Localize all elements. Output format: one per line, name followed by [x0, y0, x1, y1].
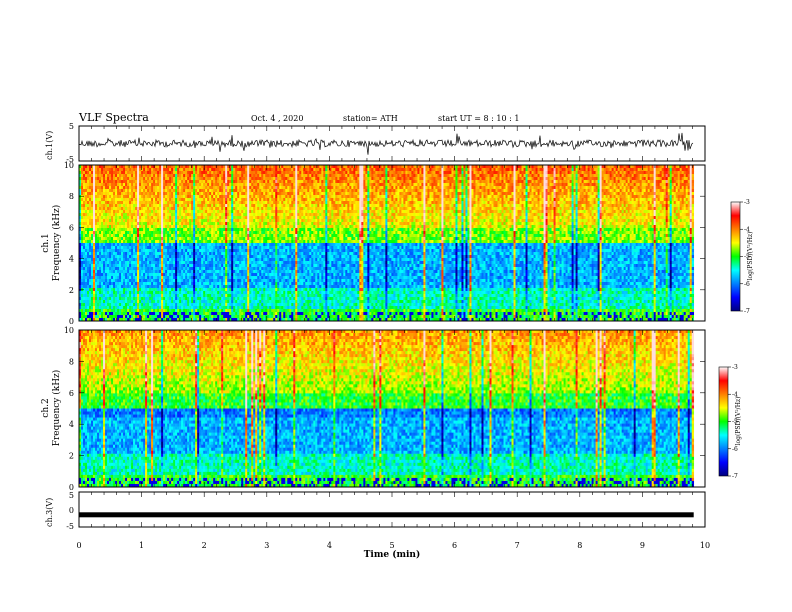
x-tick-label: 8 [577, 541, 582, 550]
frequency-tick-label: 4 [69, 255, 74, 264]
frequency-tick-label: 10 [64, 161, 74, 170]
colorbar-tick-label: -6 [732, 446, 738, 453]
frequency-tick-label: 4 [69, 420, 74, 429]
ch3-ytick-0: 0 [69, 506, 74, 515]
x-tick-label: 6 [452, 541, 457, 550]
ch1-spectrogram-ylabel-line1: ch.1 [41, 233, 51, 252]
ch2-spectrogram-image [79, 330, 694, 487]
frequency-tick-label: 0 [69, 317, 74, 326]
ch2-spectrogram-ylabel-line2: Frequency (kHz) [51, 370, 62, 447]
frequency-tick-label: 2 [69, 286, 74, 295]
x-tick-label: 10 [700, 541, 710, 550]
ch3-ytick-5: 5 [69, 491, 74, 500]
ch3-waveform-ylabel: ch.3(V) [45, 498, 54, 527]
x-tick-label: 2 [202, 541, 207, 550]
colorbar-ch2: -3-4-5-6-7 log(PSD)(V²/Hz) [719, 364, 742, 480]
ch3-waveform-trace [79, 512, 694, 517]
panel-ch3-waveform: 5 0 -5 ch.3(V) [45, 491, 705, 531]
frequency-tick-label: 10 [64, 326, 74, 335]
x-tick-label: 5 [389, 541, 394, 550]
colorbar-ch2-label: log(PSD)(V²/Hz) [735, 397, 742, 446]
colorbar-ch1-label: log(PSD)(V²/Hz) [747, 232, 754, 281]
colorbar-tick-label: -3 [744, 199, 750, 206]
colorbar-tick-label: -6 [744, 281, 750, 288]
frequency-tick-label: 2 [69, 452, 74, 461]
x-tick-label: 1 [139, 541, 144, 550]
colorbar-tick-label: -3 [732, 364, 738, 371]
x-tick-label: 0 [76, 541, 81, 550]
ch1-spectrogram-image [79, 165, 694, 321]
panel-ch1-waveform: 5 -5 ch.1(V) [45, 122, 705, 164]
ch2-spectrogram-ylabel-line1: ch.2 [41, 398, 51, 417]
ch1-ytick-5: 5 [69, 122, 74, 131]
frequency-tick-label: 6 [69, 223, 74, 232]
ch3-ytick-minus5: -5 [66, 522, 74, 531]
panel-ch1-spectrogram: 0 2 4 6 8 10 ch.1 Frequency (kHz) [41, 161, 705, 326]
x-axis-label: Time (min) [364, 549, 421, 560]
x-tick-label: 3 [264, 541, 269, 550]
frequency-tick-label: 8 [69, 192, 74, 201]
colorbar-tick-label: -7 [744, 308, 750, 315]
colorbar-tick-label: -7 [732, 473, 738, 480]
ch1-waveform-ylabel: ch.1(V) [45, 131, 54, 160]
frequency-tick-label: 8 [69, 357, 74, 366]
x-tick-label: 9 [640, 541, 645, 550]
ch1-spectrogram-ylabel-line2: Frequency (kHz) [51, 205, 62, 282]
colorbar-ch1: -3-4-5-6-7 log(PSD)(V²/Hz) [731, 199, 754, 315]
frequency-tick-label: 6 [69, 389, 74, 398]
x-axis-ticklabels: 0 1 2 3 4 5 6 7 8 9 10 [76, 541, 710, 550]
x-tick-label: 7 [515, 541, 520, 550]
x-tick-label: 4 [327, 541, 332, 550]
